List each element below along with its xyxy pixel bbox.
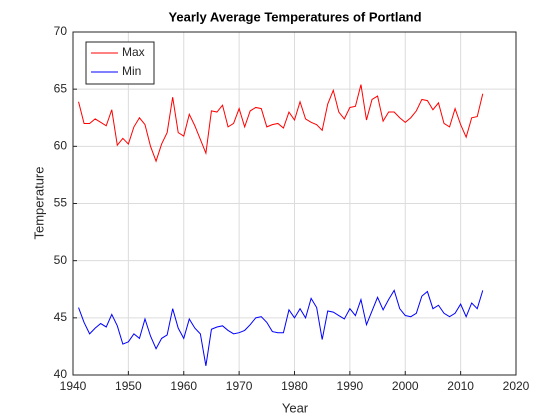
x-tick-label: 2020 xyxy=(503,379,530,393)
y-tick-label: 40 xyxy=(54,367,68,381)
y-tick-label: 45 xyxy=(54,310,68,324)
x-tick-label: 2010 xyxy=(447,379,474,393)
y-tick-label: 50 xyxy=(54,253,68,267)
y-axis-label: Temperature xyxy=(31,167,46,240)
x-tick-label: 1990 xyxy=(337,379,364,393)
y-tick-label: 55 xyxy=(54,196,68,210)
chart-title: Yearly Average Temperatures of Portland xyxy=(168,9,421,24)
y-tick-label: 60 xyxy=(54,139,68,153)
legend-label: Min xyxy=(122,64,141,78)
data-line xyxy=(78,289,484,366)
axes-box xyxy=(72,31,517,376)
y-tick-label: 65 xyxy=(54,81,68,95)
data-line xyxy=(78,84,484,163)
x-tick-label: 1980 xyxy=(281,379,308,393)
x-tick-label: 1960 xyxy=(170,379,197,393)
y-tick-label: 70 xyxy=(54,24,68,38)
legend-box xyxy=(85,41,155,85)
x-axis-label: Year xyxy=(282,400,309,415)
x-tick-label: 2000 xyxy=(392,379,419,393)
x-tick-label: 1950 xyxy=(115,379,142,393)
x-tick-label: 1940 xyxy=(60,379,87,393)
legend-label: Max xyxy=(122,45,145,59)
x-tick-label: 1970 xyxy=(226,379,253,393)
